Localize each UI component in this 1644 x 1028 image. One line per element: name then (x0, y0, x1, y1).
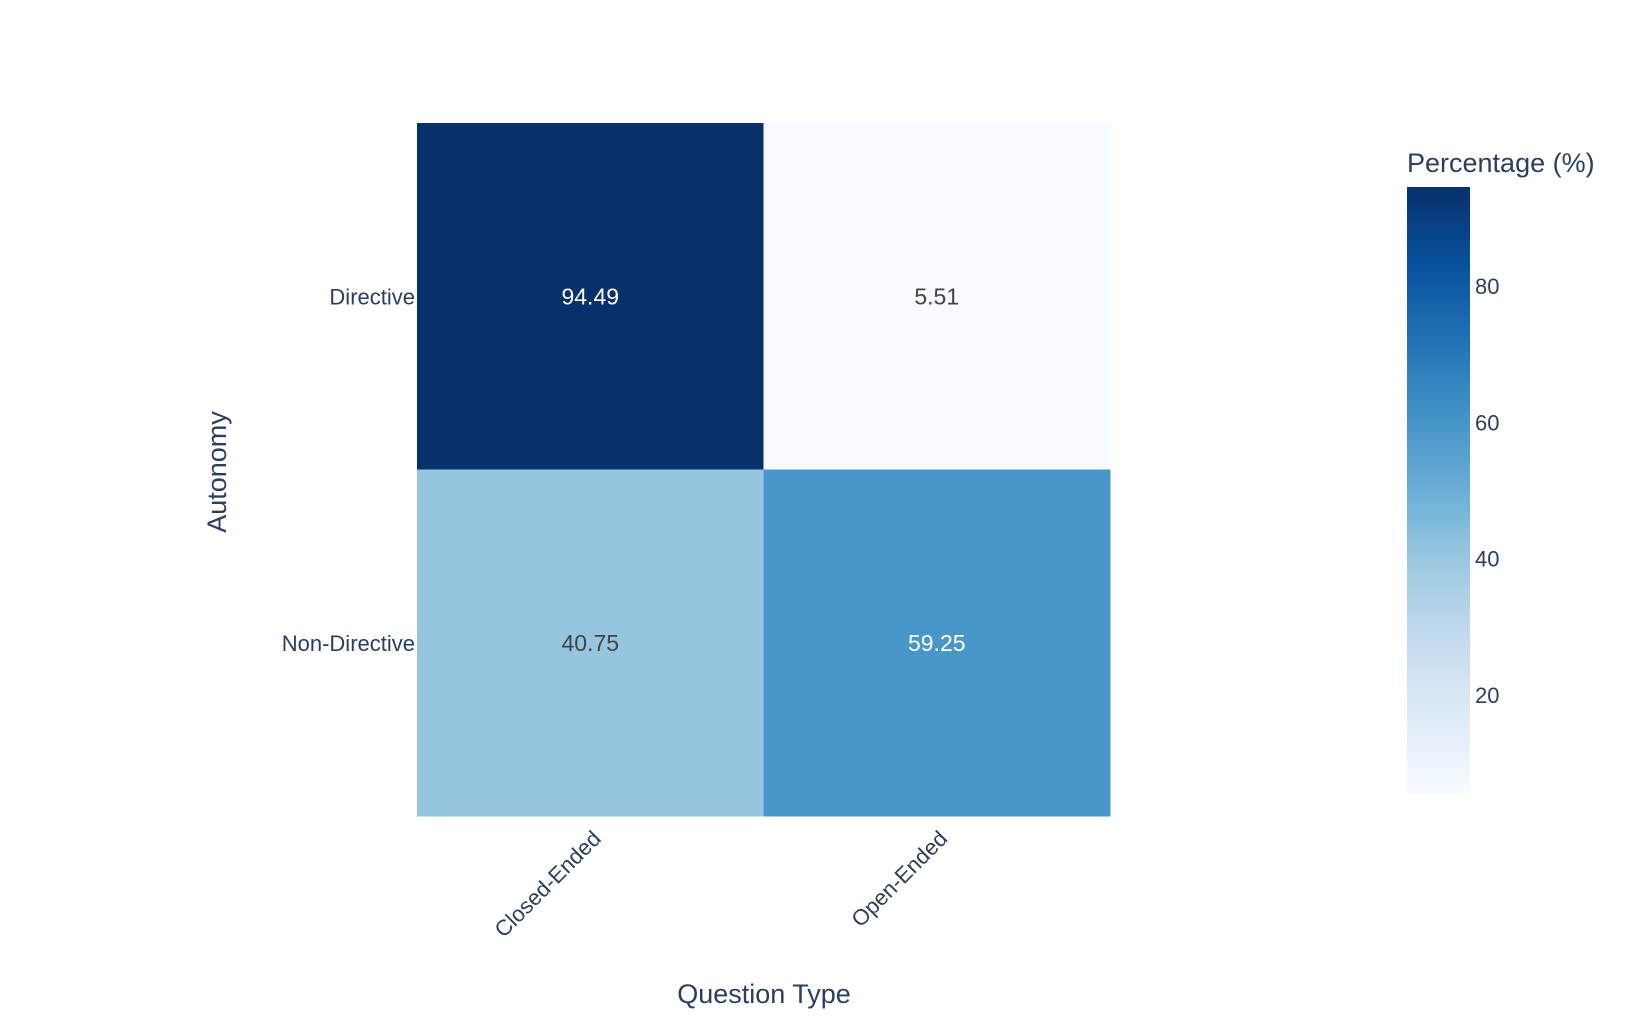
y-axis-ticks: Directive Non-Directive (282, 284, 415, 656)
y-axis-title: Autonomy (202, 411, 232, 533)
colorbar-tick-label: 80 (1475, 274, 1499, 299)
colorbar-tick-label: 60 (1475, 410, 1499, 435)
heatmap-cells (417, 123, 1111, 817)
x-axis-ticks: Closed-Ended Open-Ended (490, 826, 953, 942)
heatmap-cell (417, 123, 764, 470)
colorbar-tick-label: 20 (1475, 683, 1499, 708)
x-axis-title: Question Type (677, 979, 851, 1009)
heatmap-cell-labels: 94.49 5.51 40.75 59.25 (561, 283, 965, 656)
heatmap-cell (763, 123, 1111, 470)
x-tick-label: Open-Ended (846, 826, 952, 932)
colorbar-ticks: 20 40 60 80 (1475, 274, 1499, 708)
colorbar-gradient (1407, 187, 1470, 794)
y-tick-label: Non-Directive (282, 631, 415, 656)
heatmap-cell-value: 94.49 (561, 283, 619, 309)
y-tick-label: Directive (329, 284, 415, 309)
colorbar: Percentage (%) 20 40 60 80 (1407, 148, 1595, 794)
heatmap-cell-value: 59.25 (908, 630, 966, 656)
heatmap-cell (417, 469, 764, 817)
colorbar-title: Percentage (%) (1407, 148, 1595, 178)
heatmap-cell (763, 469, 1111, 817)
colorbar-tick-label: 40 (1475, 547, 1499, 572)
x-tick-label: Closed-Ended (490, 826, 606, 942)
heatmap-cell-value: 5.51 (914, 283, 959, 309)
heatmap-cell-value: 40.75 (561, 630, 619, 656)
